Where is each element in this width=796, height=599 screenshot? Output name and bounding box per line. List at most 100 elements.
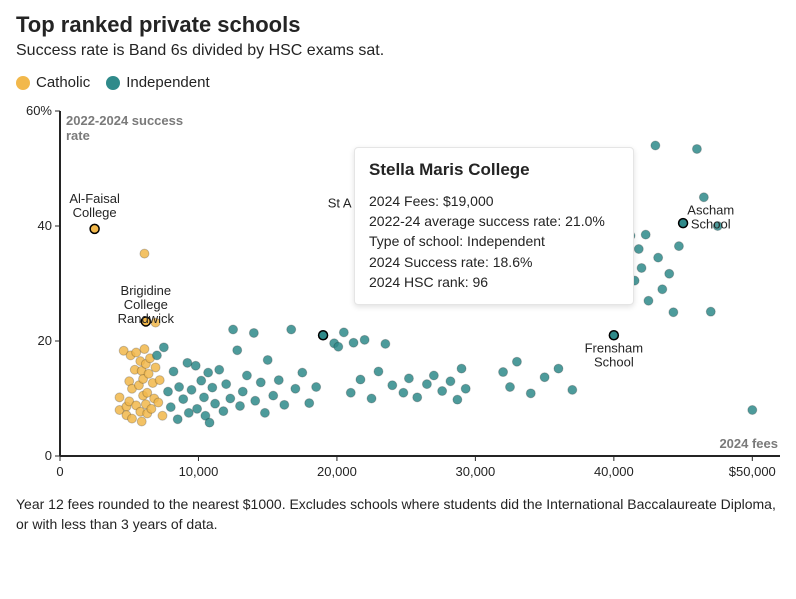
data-point[interactable]: [274, 376, 283, 385]
data-point[interactable]: [173, 415, 182, 424]
data-point[interactable]: [251, 396, 260, 405]
data-point[interactable]: [211, 399, 220, 408]
data-point[interactable]: [609, 331, 618, 340]
data-point[interactable]: [339, 328, 348, 337]
data-point[interactable]: [658, 285, 667, 294]
data-point[interactable]: [654, 253, 663, 262]
data-point[interactable]: [260, 408, 269, 417]
data-point[interactable]: [748, 406, 757, 415]
data-point[interactable]: [179, 395, 188, 404]
legend-item-catholic[interactable]: Catholic: [16, 74, 90, 91]
data-point[interactable]: [367, 394, 376, 403]
data-point[interactable]: [184, 408, 193, 417]
data-point[interactable]: [128, 414, 137, 423]
data-point[interactable]: [360, 335, 369, 344]
data-point[interactable]: [637, 263, 646, 272]
data-point[interactable]: [158, 411, 167, 420]
data-point[interactable]: [526, 389, 535, 398]
data-point[interactable]: [457, 364, 466, 373]
data-point[interactable]: [312, 383, 321, 392]
data-point[interactable]: [164, 387, 173, 396]
data-point[interactable]: [399, 388, 408, 397]
data-point[interactable]: [191, 361, 200, 370]
data-point[interactable]: [349, 338, 358, 347]
data-point[interactable]: [155, 376, 164, 385]
data-point[interactable]: [512, 357, 521, 366]
data-point[interactable]: [692, 144, 701, 153]
data-point[interactable]: [291, 384, 300, 393]
data-point[interactable]: [706, 307, 715, 316]
data-point[interactable]: [132, 348, 141, 357]
data-point[interactable]: [236, 401, 245, 410]
data-point[interactable]: [238, 387, 247, 396]
data-point[interactable]: [356, 375, 365, 384]
data-point[interactable]: [641, 230, 650, 239]
data-point[interactable]: [381, 339, 390, 348]
data-point[interactable]: [197, 376, 206, 385]
data-point[interactable]: [305, 399, 314, 408]
data-point[interactable]: [152, 351, 161, 360]
data-point[interactable]: [229, 325, 238, 334]
data-point[interactable]: [298, 368, 307, 377]
data-point[interactable]: [404, 374, 413, 383]
data-point[interactable]: [205, 418, 214, 427]
data-point[interactable]: [280, 400, 289, 409]
data-point[interactable]: [222, 380, 231, 389]
data-point[interactable]: [204, 368, 213, 377]
data-point[interactable]: [669, 308, 678, 317]
data-point[interactable]: [226, 394, 235, 403]
data-point[interactable]: [413, 393, 422, 402]
data-point[interactable]: [287, 325, 296, 334]
data-point[interactable]: [175, 383, 184, 392]
data-point[interactable]: [540, 373, 549, 382]
data-point[interactable]: [446, 377, 455, 386]
data-point[interactable]: [346, 388, 355, 397]
data-point[interactable]: [159, 343, 168, 352]
data-point[interactable]: [200, 393, 209, 402]
data-point[interactable]: [193, 404, 202, 413]
data-point[interactable]: [319, 331, 328, 340]
data-point[interactable]: [208, 383, 217, 392]
data-point[interactable]: [154, 398, 163, 407]
data-point[interactable]: [219, 407, 228, 416]
data-point[interactable]: [674, 242, 683, 251]
data-point[interactable]: [453, 395, 462, 404]
data-point[interactable]: [461, 384, 470, 393]
data-point[interactable]: [249, 328, 258, 337]
data-point[interactable]: [388, 381, 397, 390]
data-point[interactable]: [169, 367, 178, 376]
data-point[interactable]: [242, 371, 251, 380]
data-point[interactable]: [699, 193, 708, 202]
data-point[interactable]: [634, 245, 643, 254]
data-point[interactable]: [644, 296, 653, 305]
data-point[interactable]: [422, 380, 431, 389]
scatter-chart[interactable]: 0204060%010,00020,00030,00040,000$50,000…: [16, 101, 780, 481]
data-point[interactable]: [183, 358, 192, 367]
data-point[interactable]: [166, 403, 175, 412]
data-point[interactable]: [140, 249, 149, 258]
data-point[interactable]: [506, 383, 515, 392]
legend-item-independent[interactable]: Independent: [106, 74, 209, 91]
data-point[interactable]: [438, 387, 447, 396]
data-point[interactable]: [334, 342, 343, 351]
data-point[interactable]: [90, 224, 99, 233]
data-point[interactable]: [140, 345, 149, 354]
data-point[interactable]: [665, 269, 674, 278]
data-point[interactable]: [429, 371, 438, 380]
data-point[interactable]: [233, 346, 242, 355]
data-point[interactable]: [499, 368, 508, 377]
data-point[interactable]: [651, 141, 660, 150]
data-point[interactable]: [151, 363, 160, 372]
data-point[interactable]: [137, 417, 146, 426]
data-point[interactable]: [568, 385, 577, 394]
data-point[interactable]: [115, 393, 124, 402]
data-point[interactable]: [263, 355, 272, 364]
data-point[interactable]: [256, 378, 265, 387]
data-point[interactable]: [374, 367, 383, 376]
data-point[interactable]: [269, 391, 278, 400]
data-point[interactable]: [679, 219, 688, 228]
data-point[interactable]: [554, 364, 563, 373]
data-point[interactable]: [215, 365, 224, 374]
x-tick-label: 10,000: [179, 464, 219, 479]
data-point[interactable]: [187, 385, 196, 394]
